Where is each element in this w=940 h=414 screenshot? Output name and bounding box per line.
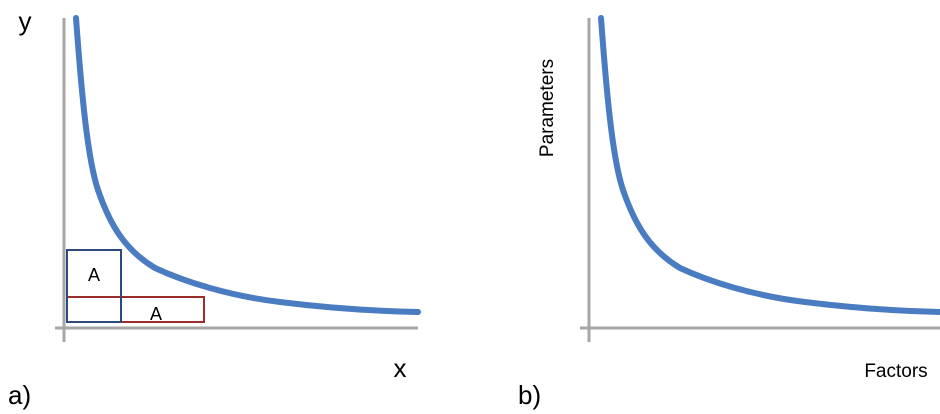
panel-a-curve xyxy=(73,15,421,315)
panel-a-box-blue xyxy=(66,249,122,323)
panel-a-label: a) xyxy=(8,380,31,410)
panel-a-box-red-label: A xyxy=(150,304,162,324)
panel-b-y-label: Parameters xyxy=(537,59,558,157)
panel-a: A A y x a) xyxy=(8,6,421,410)
panel-a-x-label: x xyxy=(394,353,407,383)
panel-a-box-blue-label: A xyxy=(88,265,100,285)
panel-b-curve xyxy=(598,15,940,315)
panel-b-x-label: Factors xyxy=(864,361,927,382)
panel-a-y-label: y xyxy=(19,6,32,36)
panel-a-box-red xyxy=(66,296,205,323)
panel-b-label: b) xyxy=(518,380,541,410)
panel-b: Parameters Factors b) xyxy=(518,15,940,410)
